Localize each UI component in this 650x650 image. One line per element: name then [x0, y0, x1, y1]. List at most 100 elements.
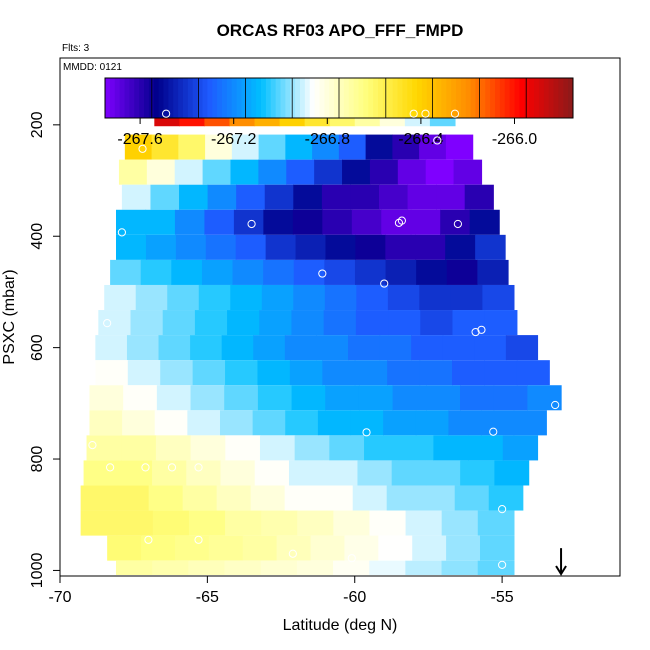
colorbar-segment	[475, 78, 481, 118]
heatmap-cell	[265, 234, 297, 260]
heatmap-cell	[318, 485, 354, 511]
heatmap-cell	[441, 560, 479, 575]
heatmap-cell	[391, 460, 427, 486]
colorbar-segment	[431, 78, 438, 118]
colorbar-segment	[178, 78, 184, 118]
heatmap-cell	[460, 385, 495, 411]
colorbar-frame	[104, 77, 574, 119]
heatmap-cell	[150, 184, 180, 210]
sample-point	[162, 109, 171, 118]
colorbar-segment	[490, 78, 496, 118]
heatmap-cell	[365, 134, 393, 160]
heatmap-cell	[188, 510, 226, 536]
colorbar-segment	[222, 78, 228, 118]
heatmap-cell	[201, 259, 234, 285]
heatmap-cell	[398, 435, 435, 461]
heatmap-cell	[420, 485, 456, 511]
colorbar-segment	[543, 78, 550, 118]
heatmap-cell	[322, 209, 353, 235]
heatmap-cells	[80, 101, 562, 575]
heatmap-cell	[379, 184, 409, 210]
heatmap-cell	[232, 259, 264, 285]
colorbar-segment	[329, 78, 335, 118]
heatmap-cell	[253, 335, 286, 361]
heatmap-cell	[356, 284, 389, 311]
heatmap-cell	[480, 535, 515, 561]
heatmap-cell	[392, 385, 427, 411]
heatmap-cell	[187, 410, 221, 436]
heatmap-cell	[162, 310, 196, 336]
colorbar-segment	[246, 78, 252, 118]
colorbar-segment	[558, 78, 564, 118]
heatmap-cell	[89, 410, 123, 436]
colorbar-segment	[373, 78, 379, 118]
y-tick-label: 1000	[29, 553, 46, 589]
colorbar-segment	[534, 78, 540, 118]
heatmap-cell	[450, 284, 483, 311]
heatmap-cell	[261, 284, 294, 311]
heatmap-cell	[294, 435, 330, 461]
colorbar-segment	[309, 78, 316, 118]
heatmap-cell	[190, 385, 225, 411]
heatmap-cell	[445, 134, 474, 160]
heatmap-cell	[252, 410, 286, 436]
heatmap-cell	[348, 335, 381, 361]
heatmap-cell	[333, 560, 370, 575]
heatmap-cell	[488, 485, 524, 511]
colorbar-segment	[153, 78, 160, 118]
x-tick-label: -55	[491, 589, 514, 606]
heatmap-cell	[364, 435, 400, 461]
y-tick-label: 400	[29, 223, 46, 250]
heatmap-cell	[146, 159, 176, 185]
sample-point	[318, 269, 327, 278]
sample-point	[194, 535, 203, 544]
heatmap-cell	[175, 234, 207, 260]
colorbar-segment	[202, 78, 208, 118]
heatmap-cell	[469, 209, 500, 235]
colorbar-segment	[368, 78, 374, 118]
heatmap-cell	[412, 535, 447, 561]
heatmap-cell	[426, 385, 461, 411]
heatmap-cell	[464, 184, 494, 210]
heatmap-cell	[494, 460, 530, 486]
heatmap-cell	[190, 435, 226, 461]
heatmap-cell	[454, 485, 490, 511]
colorbar-segment	[314, 78, 321, 118]
heatmap-cell	[448, 410, 482, 436]
heatmap-cell	[291, 310, 325, 336]
heatmap-cell	[95, 335, 128, 361]
heatmap-cell	[227, 310, 260, 336]
colorbar-segment	[207, 78, 213, 118]
colorbar-segment	[514, 78, 520, 118]
heatmap-cell	[257, 385, 293, 411]
heatmap-cell	[286, 159, 315, 185]
heatmap-cell	[83, 460, 119, 486]
heatmap-cell	[158, 335, 191, 361]
colorbar-tick-label: -267.6	[117, 131, 162, 148]
heatmap-cell	[263, 259, 295, 285]
y-tick-label: 600	[29, 334, 46, 361]
heatmap-cell	[527, 385, 562, 411]
heatmap-cell	[355, 310, 389, 336]
colorbar-segment	[144, 78, 150, 118]
position-arrow	[555, 548, 567, 576]
colorbar-segment	[460, 78, 467, 118]
heatmap-cell	[154, 410, 188, 436]
heatmap-cell	[225, 435, 261, 461]
heatmap-cell	[324, 284, 357, 311]
sample-point	[450, 109, 460, 118]
heatmap-cell	[204, 209, 235, 235]
heatmap-cell	[186, 460, 222, 486]
heatmap-cell	[225, 360, 259, 386]
sample-point	[409, 109, 418, 118]
heatmap-cell	[220, 410, 254, 436]
heatmap-cell	[230, 159, 259, 185]
heatmap-cell	[425, 460, 461, 486]
colorbar-segment	[436, 78, 442, 118]
sample-point	[453, 219, 462, 229]
heatmap-cell	[350, 184, 380, 210]
heatmap-cell	[116, 209, 147, 235]
heatmap-cell	[416, 259, 448, 285]
heatmap-cell	[321, 184, 352, 210]
x-tick-label: -65	[196, 589, 219, 606]
